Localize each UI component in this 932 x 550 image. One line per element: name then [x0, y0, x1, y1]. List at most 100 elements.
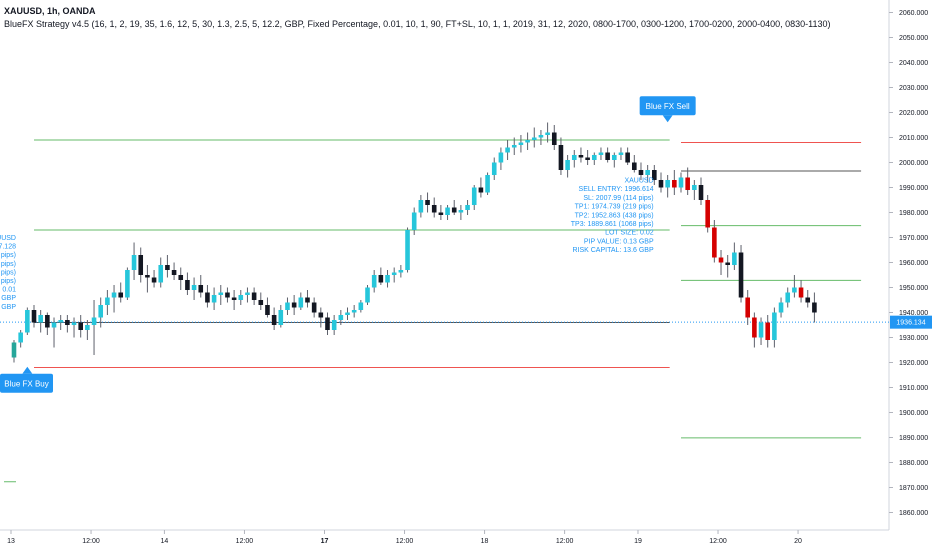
candle-body[interactable]	[351, 310, 357, 313]
candle-body[interactable]	[812, 302, 817, 313]
candle-body[interactable]	[758, 322, 764, 338]
candle-body[interactable]	[405, 230, 410, 270]
candle-body[interactable]	[451, 207, 457, 213]
candle-body[interactable]	[658, 180, 664, 188]
candle-body[interactable]	[712, 227, 717, 258]
candle-body[interactable]	[165, 265, 170, 270]
candle-body[interactable]	[171, 270, 177, 275]
candle-body[interactable]	[558, 145, 564, 170]
candle-body[interactable]	[331, 320, 337, 330]
candle-body[interactable]	[598, 152, 604, 156]
candle-body[interactable]	[371, 275, 377, 288]
candle-body[interactable]	[258, 300, 264, 305]
candle-body[interactable]	[665, 180, 670, 188]
candle-body[interactable]	[518, 142, 524, 146]
candle-body[interactable]	[191, 285, 197, 290]
candle-body[interactable]	[138, 255, 144, 275]
candle-body[interactable]	[578, 155, 584, 158]
candle-body[interactable]	[105, 297, 110, 306]
buy-label[interactable]	[0, 373, 53, 393]
candle-body[interactable]	[158, 265, 164, 283]
candle-body[interactable]	[51, 322, 57, 328]
candle-body[interactable]	[491, 162, 497, 176]
candle-body[interactable]	[218, 292, 224, 296]
candle-body[interactable]	[305, 297, 310, 303]
candle-body[interactable]	[98, 305, 104, 318]
candle-body[interactable]	[792, 287, 797, 293]
candle-body[interactable]	[765, 322, 771, 341]
candle-body[interactable]	[245, 292, 250, 296]
candle-body[interactable]	[111, 292, 117, 298]
candle-body[interactable]	[785, 292, 791, 303]
candle-body[interactable]	[498, 152, 504, 163]
strategy-title[interactable]: BlueFX Strategy v4.5 (16, 1, 2, 19, 35, …	[4, 19, 831, 29]
candle-body[interactable]	[385, 275, 390, 283]
candle-body[interactable]	[738, 252, 744, 298]
candle-body[interactable]	[311, 302, 317, 313]
candle-body[interactable]	[632, 162, 637, 171]
candle-body[interactable]	[585, 157, 590, 161]
candle-body[interactable]	[31, 310, 37, 323]
candle-body[interactable]	[798, 287, 804, 298]
candle-body[interactable]	[672, 180, 677, 188]
candle-body[interactable]	[625, 152, 630, 163]
candle-body[interactable]	[231, 297, 237, 301]
candle-body[interactable]	[38, 315, 43, 323]
candle-body[interactable]	[652, 170, 657, 180]
candle-body[interactable]	[145, 275, 150, 278]
candle-body[interactable]	[58, 320, 63, 323]
candle-body[interactable]	[71, 322, 77, 326]
candle-body[interactable]	[18, 332, 23, 343]
candle-body[interactable]	[251, 292, 257, 301]
candle-body[interactable]	[478, 187, 484, 193]
candle-body[interactable]	[705, 200, 710, 228]
candle-body[interactable]	[278, 310, 284, 325]
candle-body[interactable]	[778, 302, 784, 313]
candle-body[interactable]	[692, 185, 697, 190]
candle-body[interactable]	[198, 285, 204, 293]
candle-body[interactable]	[265, 305, 270, 315]
candle-body[interactable]	[185, 280, 190, 290]
candle-body[interactable]	[205, 292, 210, 303]
candle-body[interactable]	[571, 155, 577, 160]
candle-body[interactable]	[391, 272, 397, 276]
candle-body[interactable]	[805, 297, 811, 303]
candle-body[interactable]	[678, 177, 684, 188]
candle-body[interactable]	[411, 212, 417, 231]
candle-body[interactable]	[345, 312, 350, 316]
candle-body[interactable]	[45, 315, 50, 328]
candle-body[interactable]	[772, 312, 777, 341]
candle-body[interactable]	[445, 207, 450, 216]
candle-body[interactable]	[425, 200, 430, 205]
candle-body[interactable]	[318, 312, 324, 318]
candle-body[interactable]	[465, 205, 470, 210]
candle-body[interactable]	[285, 302, 290, 311]
candle-body[interactable]	[605, 152, 610, 161]
candle-body[interactable]	[618, 152, 624, 156]
candle-body[interactable]	[118, 292, 124, 298]
candle-body[interactable]	[732, 252, 737, 266]
candle-body[interactable]	[645, 170, 650, 175]
candle-body[interactable]	[78, 322, 83, 331]
candle-body[interactable]	[725, 262, 730, 266]
candle-body[interactable]	[238, 295, 244, 300]
candle-body[interactable]	[225, 292, 230, 298]
candle-body[interactable]	[511, 145, 517, 148]
candle-body[interactable]	[418, 200, 424, 213]
candle-body[interactable]	[458, 210, 464, 213]
candle-body[interactable]	[551, 132, 557, 146]
candle-body[interactable]	[338, 315, 344, 320]
candle-body[interactable]	[505, 147, 510, 153]
candle-body[interactable]	[131, 255, 137, 270]
candle-body[interactable]	[438, 212, 444, 216]
candle-body[interactable]	[745, 297, 750, 318]
candle-body[interactable]	[638, 170, 644, 175]
candle-body[interactable]	[325, 317, 330, 331]
candle-body[interactable]	[538, 135, 544, 138]
candle-body[interactable]	[398, 270, 404, 273]
candle-body[interactable]	[211, 295, 217, 303]
candle-body[interactable]	[25, 310, 30, 333]
candle-body[interactable]	[545, 132, 550, 136]
candle-body[interactable]	[531, 137, 537, 141]
sell-label[interactable]	[639, 96, 696, 116]
